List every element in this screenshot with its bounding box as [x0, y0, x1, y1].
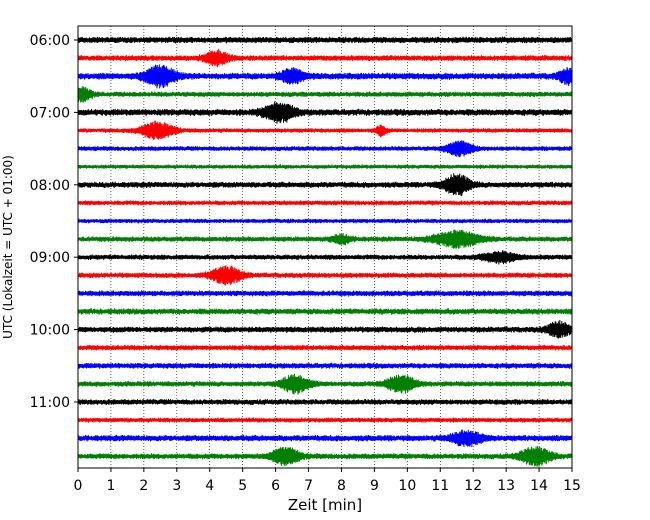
trace-row-0830	[77, 218, 573, 224]
trace-row-1115	[77, 417, 573, 423]
trace-row-1100	[77, 398, 573, 406]
seismogram-traces	[77, 36, 573, 467]
x-tick-label: 10	[398, 478, 416, 494]
x-tick-label: 9	[370, 478, 379, 494]
trace-row-0615	[77, 48, 573, 68]
trace-row-1045	[77, 373, 573, 395]
trace-row-0600	[77, 36, 573, 44]
x-tick-label: 8	[337, 478, 346, 494]
x-tick-label: 14	[530, 478, 548, 494]
y-tick-label: 07:00	[30, 105, 70, 121]
y-tick-label: 08:00	[30, 178, 70, 194]
trace-row-0630	[77, 64, 573, 89]
trace-row-0730	[77, 140, 573, 158]
trace-row-0930	[77, 290, 573, 297]
plot-area	[78, 26, 572, 468]
trace-row-1015	[77, 344, 573, 351]
y-tick-label: 09:00	[30, 250, 70, 266]
trace-row-0815	[77, 200, 573, 206]
x-tick-label: 4	[205, 478, 214, 494]
trace-row-1030	[77, 362, 573, 369]
trace-row-0745	[77, 164, 573, 170]
x-tick-label: 1	[106, 478, 115, 494]
trace-row-1130	[77, 429, 573, 447]
y-tick-label: 11:00	[30, 395, 70, 411]
x-tick-label: 2	[139, 478, 148, 494]
x-tick-label: 0	[74, 478, 83, 494]
x-tick-label: 12	[464, 478, 482, 494]
x-tick-label: 7	[304, 478, 313, 494]
trace-row-1000	[77, 319, 573, 339]
x-tick-label: 5	[238, 478, 247, 494]
x-axis-ticks: 0 1 2 3 4 5 6 7 8 9 10 11 12 13 14 15	[74, 468, 581, 494]
y-axis-label: UTC (Lokalzeit = UTC + 01:00)	[1, 155, 15, 339]
trace-row-0900	[77, 250, 573, 265]
x-tick-label: 15	[563, 478, 581, 494]
plot-frame	[77, 25, 573, 469]
trace-row-0915	[77, 265, 573, 286]
x-axis-label: Zeit [min]	[288, 496, 362, 514]
y-tick-label: 06:00	[30, 33, 70, 49]
x-tick-label: 11	[431, 478, 449, 494]
x-tick-label: 13	[497, 478, 515, 494]
y-axis-ticks: 06:00 07:00 08:00 09:00 10:00 11:00	[30, 33, 78, 411]
y-tick-label: 10:00	[30, 323, 70, 339]
trace-row-0945	[77, 308, 573, 315]
x-tick-label: 3	[172, 478, 181, 494]
trace-row-0645	[77, 86, 573, 103]
trace-row-0845	[77, 229, 573, 249]
trace-row-0800	[77, 173, 573, 197]
x-tick-label: 6	[271, 478, 280, 494]
trace-row-0700	[77, 101, 573, 124]
trace-row-1145	[77, 446, 573, 467]
trace-row-0715	[77, 120, 573, 141]
